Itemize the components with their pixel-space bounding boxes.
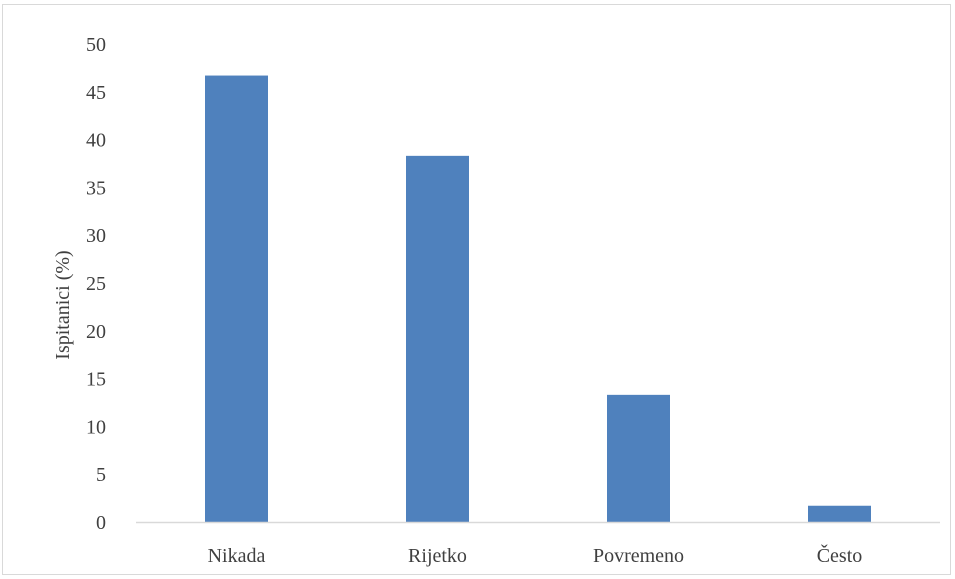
bar-3 <box>808 505 871 522</box>
y-axis-ticks: 0 5 10 15 20 25 30 35 40 45 50 <box>86 34 106 534</box>
x-tick-label: Povremeno <box>593 545 684 567</box>
y-tick-label: 25 <box>86 273 106 295</box>
y-tick-label: 40 <box>86 130 106 152</box>
y-tick-label: 20 <box>86 321 106 343</box>
chart-frame <box>2 4 951 575</box>
y-tick-label: 30 <box>86 225 106 247</box>
bar-2 <box>607 394 670 522</box>
x-tick-label: Rijetko <box>408 545 467 567</box>
y-tick-label: 0 <box>96 512 106 534</box>
x-tick-label: Nikada <box>208 545 266 567</box>
y-axis-title: Ispitanici (%) <box>52 250 74 359</box>
y-tick-label: 35 <box>86 177 106 199</box>
x-axis-ticks: Nikada Rijetko Povremeno Često <box>208 543 863 567</box>
y-tick-label: 50 <box>86 34 106 56</box>
y-tick-label: 45 <box>86 82 106 104</box>
y-tick-label: 5 <box>96 464 106 486</box>
bar-1 <box>406 155 469 523</box>
x-tick-label: Često <box>817 543 863 567</box>
bar-0 <box>205 75 268 522</box>
y-tick-label: 15 <box>86 369 106 391</box>
y-tick-label: 10 <box>86 416 106 438</box>
bars <box>205 75 871 523</box>
